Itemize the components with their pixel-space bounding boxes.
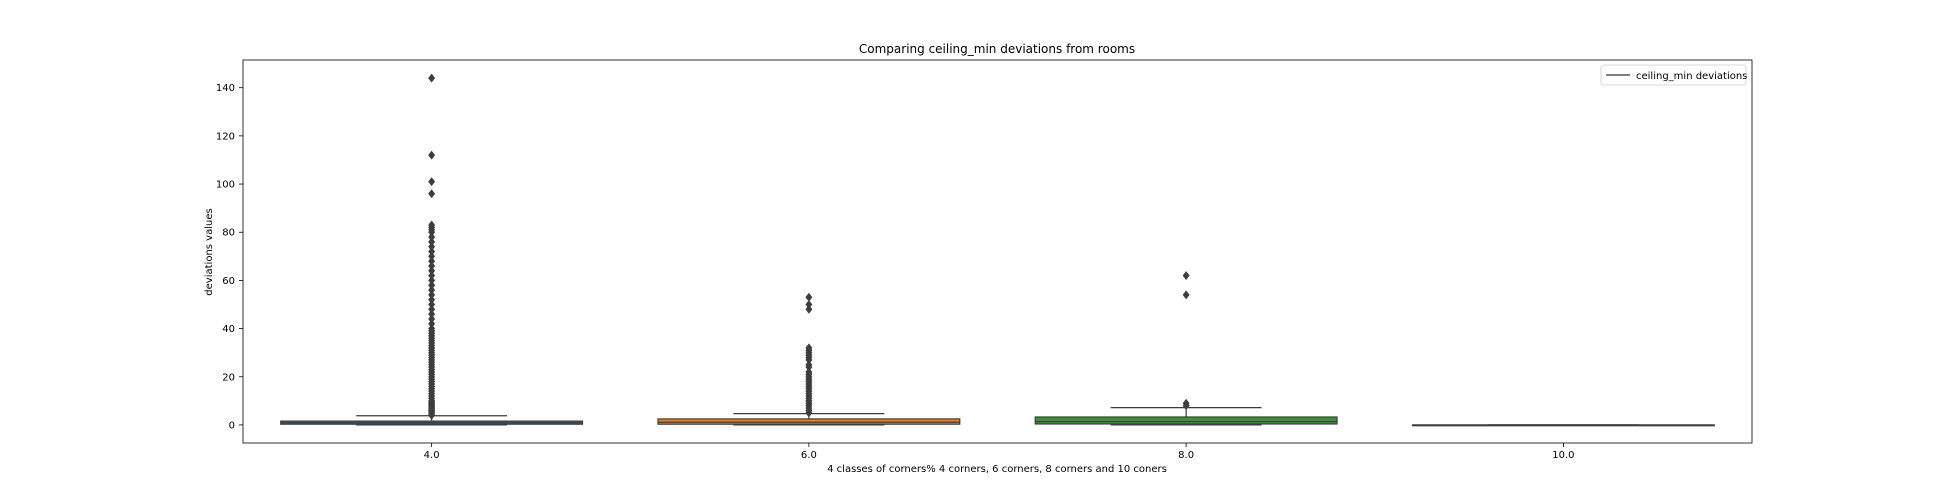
y-tick-label: 120	[216, 131, 235, 142]
axes-frame	[242, 59, 1753, 444]
outlier-point	[1182, 290, 1190, 300]
outlier-point	[428, 295, 436, 305]
outlier-point	[428, 232, 436, 242]
outlier-point	[428, 324, 436, 334]
plot-area	[280, 73, 1715, 427]
outlier-point	[428, 309, 436, 319]
outlier-point	[428, 280, 436, 290]
legend: ceiling_min deviations	[1600, 64, 1747, 86]
outlier-point	[428, 304, 436, 314]
y-tick-label: 40	[222, 324, 235, 335]
outlier-point	[805, 292, 813, 302]
outlier-point	[428, 290, 436, 300]
outlier-point	[428, 150, 436, 160]
outlier-point	[428, 299, 436, 310]
y-tick-label: 140	[216, 83, 235, 94]
outlier-point	[805, 360, 813, 370]
chart-title: Comparing ceiling_min deviations from ro…	[859, 42, 1135, 56]
legend-box	[1600, 64, 1747, 86]
x-tick-label: 4.0	[424, 450, 440, 461]
outlier-point	[805, 343, 813, 353]
outlier-point	[428, 275, 436, 285]
outlier-point	[428, 285, 436, 295]
outlier-point	[428, 73, 436, 83]
box-iqr	[657, 418, 961, 425]
outlier-point	[428, 177, 436, 187]
outlier-point	[428, 246, 436, 257]
x-axis-label: 4 classes of corners% 4 corners, 6 corne…	[827, 464, 1167, 475]
outlier-point	[805, 299, 813, 310]
outlier-point	[428, 266, 436, 276]
box-group-6.0	[657, 292, 961, 426]
outlier-point	[428, 314, 436, 324]
outlier-point	[428, 261, 436, 271]
y-tick-label: 0	[229, 420, 235, 431]
outlier-point	[1182, 271, 1190, 281]
box-iqr	[1034, 416, 1338, 425]
legend-label: ceiling_min deviations	[1636, 71, 1747, 82]
x-tick-label: 8.0	[1178, 450, 1194, 461]
box-group-8.0	[1034, 271, 1338, 426]
x-tick-label: 6.0	[801, 450, 817, 461]
box-group-10.0	[1411, 424, 1715, 427]
outlier-point	[428, 220, 436, 230]
box-group-4.0	[280, 73, 584, 426]
y-tick-label: 80	[222, 228, 235, 239]
outlier-point	[1182, 398, 1190, 408]
outlier-point	[805, 367, 813, 377]
y-axis-label: deviations values	[204, 208, 215, 295]
outlier-point	[805, 304, 813, 314]
outlier-point	[428, 271, 436, 281]
outlier-point	[428, 319, 436, 329]
y-tick-label: 20	[222, 372, 235, 383]
y-tick-label: 60	[222, 276, 235, 287]
outlier-point	[428, 256, 436, 266]
outlier-point	[428, 242, 436, 252]
y-tick-label: 100	[216, 180, 235, 191]
outlier-point	[428, 237, 436, 247]
outlier-point	[428, 251, 436, 261]
outlier-point	[428, 189, 436, 199]
x-tick-label: 10.0	[1552, 450, 1574, 461]
